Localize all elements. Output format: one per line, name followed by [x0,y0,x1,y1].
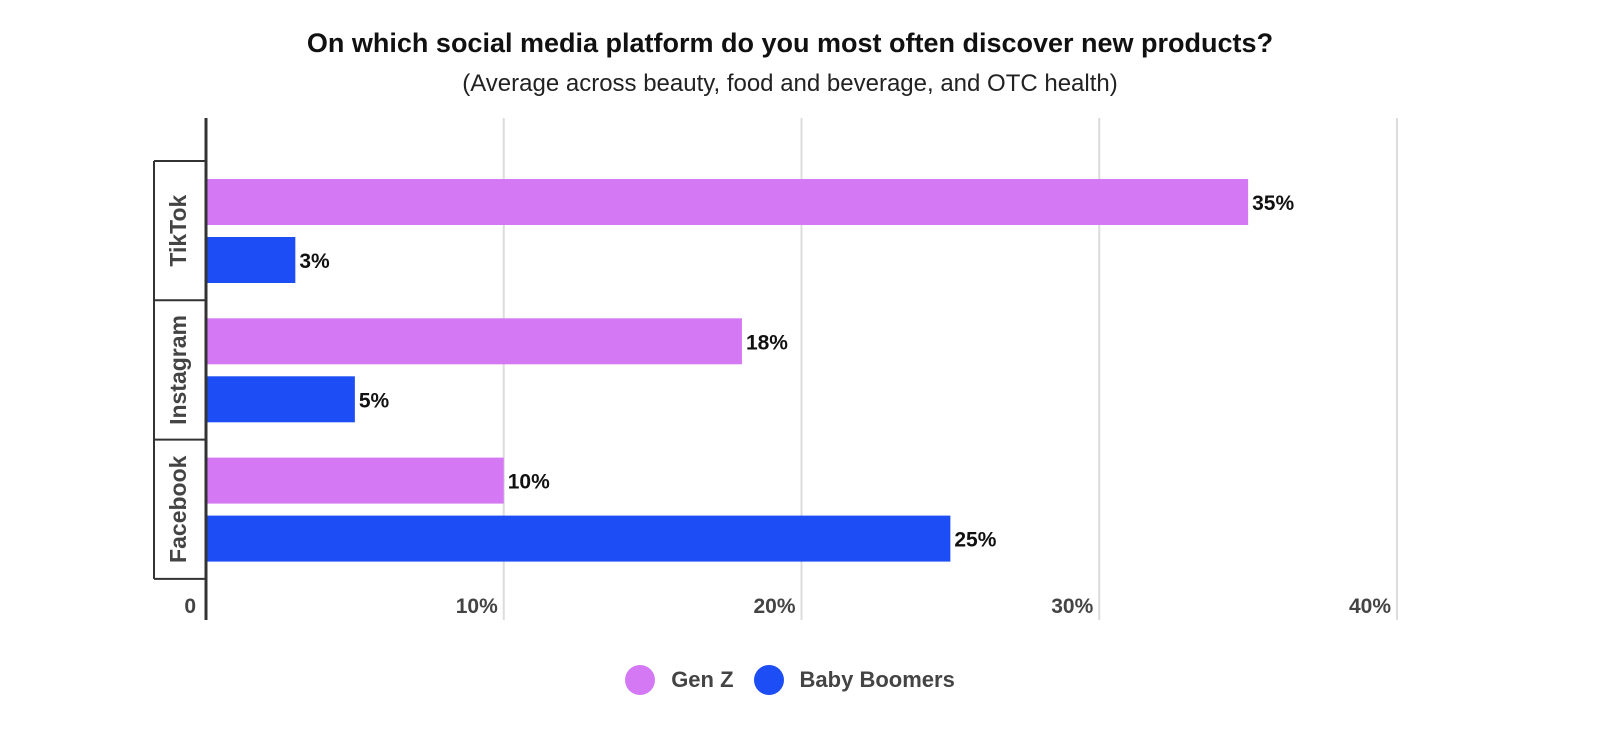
legend-label-gen-z: Gen Z [671,667,734,692]
bar-instagram-baby-boomers [206,376,355,423]
bar-facebook-gen-z [206,457,504,504]
legend-swatch-baby-boomers [753,665,784,695]
legend-label-baby-boomers: Baby Boomers [799,667,955,692]
bar-tiktok-gen-z [206,179,1249,225]
category-label-tiktok: TikTok [165,194,191,266]
x-tick-label-0: 0 [184,595,196,618]
x-tick-label-4: 40% [1349,595,1391,618]
legend-swatch-gen-z [625,665,656,695]
bar-facebook-baby-boomers [206,515,951,562]
x-tick-label-1: 10% [456,595,498,618]
chart-title: On which social media platform do you mo… [306,28,1274,58]
data-label-tiktok-gen-z: 35% [1252,192,1294,215]
chart-subtitle: (Average across beauty, food and beverag… [462,70,1118,97]
x-tick-label-3: 30% [1051,595,1093,618]
data-label-facebook-gen-z: 10% [508,471,550,494]
bar-tiktok-baby-boomers [206,237,296,283]
data-label-facebook-baby-boomers: 25% [954,529,996,552]
chart-legend: Gen Z Baby Boomers [0,665,1580,695]
legend-item-baby-boomers: Baby Boomers [753,665,955,695]
category-label-facebook: Facebook [165,455,191,563]
bar-instagram-gen-z [206,318,742,365]
data-label-tiktok-baby-boomers: 3% [299,250,330,273]
legend-item-gen-z: Gen Z [625,665,734,695]
data-label-instagram-baby-boomers: 5% [359,389,390,412]
data-label-instagram-gen-z: 18% [746,331,788,354]
category-label-instagram: Instagram [165,315,191,425]
x-tick-label-2: 20% [753,595,795,618]
